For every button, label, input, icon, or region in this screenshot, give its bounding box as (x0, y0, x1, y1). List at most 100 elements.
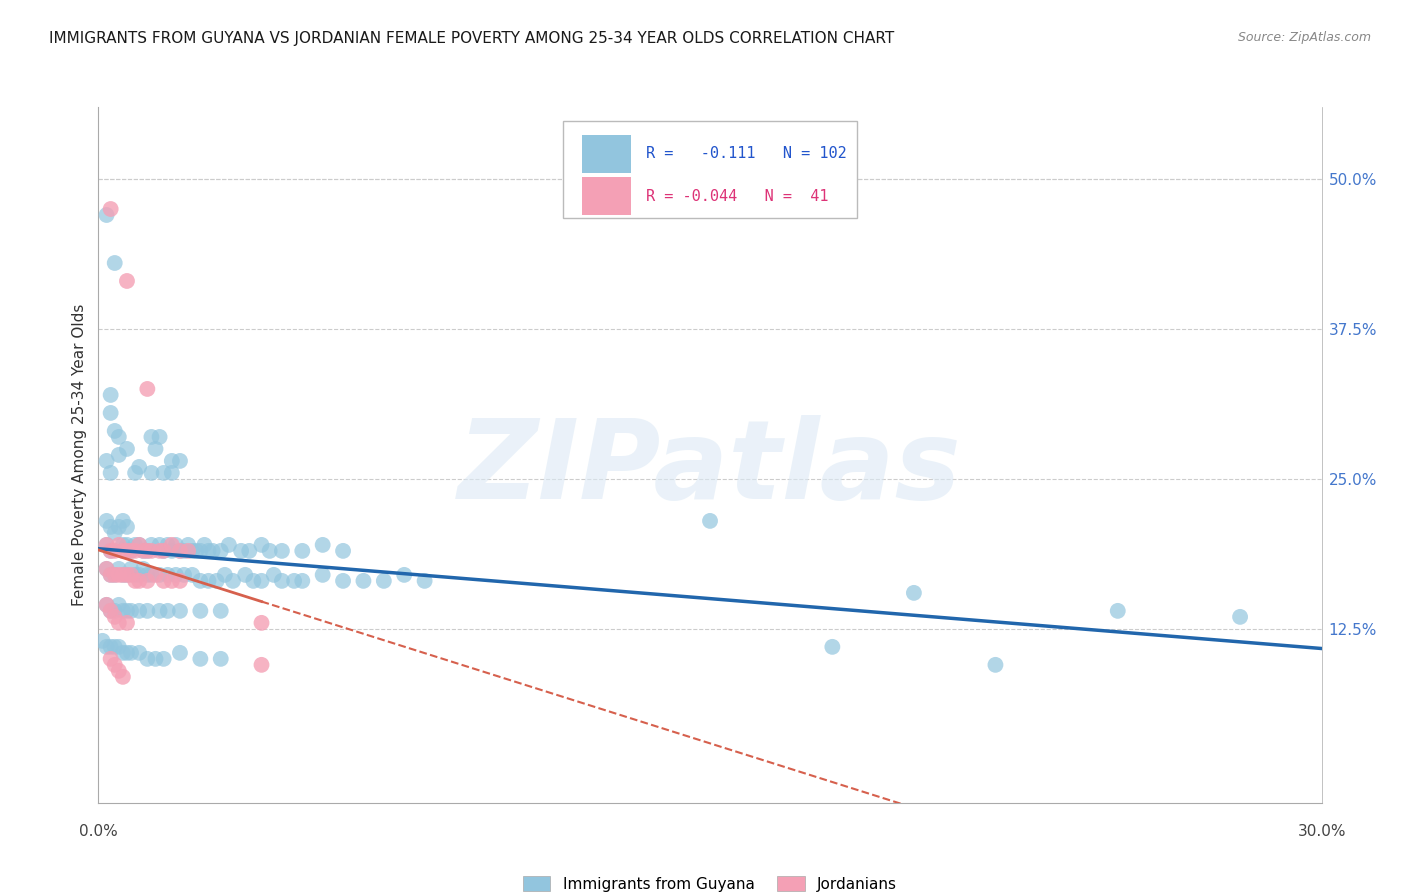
Text: 0.0%: 0.0% (79, 823, 118, 838)
Point (141, 538, 163, 552)
Point (165, 567, 187, 582)
Point (128, 459, 150, 474)
Point (1107, 604, 1129, 618)
Point (136, 567, 159, 582)
Point (115, 567, 138, 582)
Point (100, 640, 122, 654)
Point (197, 574, 219, 588)
Point (108, 448, 131, 462)
Point (145, 652, 167, 666)
Point (100, 544, 122, 558)
Point (160, 544, 183, 558)
Point (132, 544, 155, 558)
Point (96, 562, 118, 576)
Point (222, 574, 245, 588)
Point (149, 538, 172, 552)
Point (108, 562, 131, 576)
Point (242, 574, 264, 588)
Point (120, 567, 142, 582)
Point (108, 640, 131, 654)
Point (270, 574, 294, 588)
Point (186, 544, 208, 558)
Point (209, 652, 232, 666)
Point (181, 567, 204, 582)
Point (100, 652, 122, 666)
Point (104, 640, 127, 654)
Point (104, 525, 127, 540)
Point (128, 567, 150, 582)
Point (270, 544, 294, 558)
Text: 30.0%: 30.0% (1298, 823, 1346, 838)
Point (115, 538, 138, 552)
Point (250, 574, 273, 588)
Point (120, 562, 142, 576)
Point (145, 567, 167, 582)
Point (104, 424, 127, 438)
Point (152, 466, 174, 480)
Point (160, 466, 183, 480)
Point (141, 466, 163, 480)
Point (111, 604, 134, 618)
Point (173, 567, 195, 582)
Point (152, 544, 174, 558)
Point (233, 567, 256, 582)
Point (100, 567, 122, 582)
Point (124, 544, 146, 558)
Point (104, 567, 127, 582)
Point (96, 538, 118, 552)
Point (104, 610, 127, 624)
Point (100, 604, 122, 618)
Point (291, 544, 314, 558)
Point (108, 615, 131, 630)
Point (115, 442, 138, 456)
Point (104, 567, 127, 582)
Point (136, 544, 159, 558)
Point (250, 615, 273, 630)
Point (91, 633, 114, 648)
Point (100, 466, 122, 480)
Point (136, 652, 159, 666)
Point (312, 538, 335, 552)
Point (115, 520, 138, 534)
Point (108, 520, 131, 534)
Point (152, 652, 174, 666)
Text: Source: ZipAtlas.com: Source: ZipAtlas.com (1237, 31, 1371, 45)
Point (100, 388, 122, 402)
Point (903, 586, 925, 600)
Point (373, 574, 395, 588)
Point (156, 538, 179, 552)
FancyBboxPatch shape (582, 177, 630, 215)
Point (156, 604, 179, 618)
Point (100, 567, 122, 582)
Point (169, 646, 191, 660)
Point (177, 538, 200, 552)
Point (120, 544, 142, 558)
Point (111, 538, 134, 552)
Point (352, 574, 374, 588)
Point (136, 604, 159, 618)
Point (160, 574, 183, 588)
Point (218, 538, 240, 552)
Point (699, 514, 721, 528)
Legend: Immigrants from Guyana, Jordanians: Immigrants from Guyana, Jordanians (517, 870, 903, 892)
Point (312, 567, 335, 582)
Text: R = -0.044   N =  41: R = -0.044 N = 41 (647, 188, 830, 203)
Point (984, 657, 1007, 672)
Point (392, 567, 416, 582)
Point (108, 430, 131, 444)
Point (291, 574, 314, 588)
Point (149, 604, 172, 618)
Point (115, 544, 138, 558)
Point (96, 454, 118, 468)
Point (100, 406, 122, 420)
Point (111, 544, 134, 558)
Point (201, 544, 224, 558)
Point (173, 544, 195, 558)
Text: ZIPatlas: ZIPatlas (458, 416, 962, 523)
Point (259, 544, 281, 558)
Point (169, 544, 191, 558)
Point (193, 538, 215, 552)
Point (115, 646, 138, 660)
Point (231, 544, 253, 558)
Point (177, 544, 200, 558)
